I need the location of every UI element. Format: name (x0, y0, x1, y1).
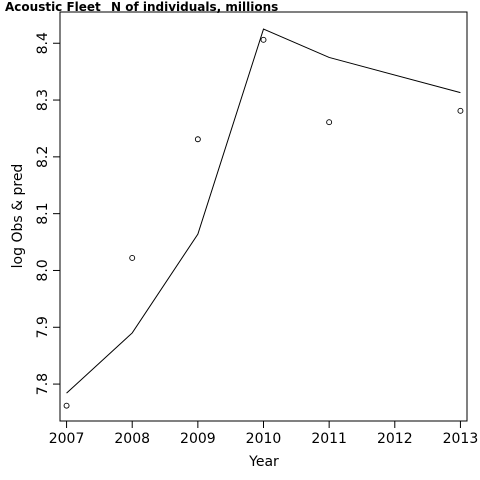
observed-point (326, 119, 333, 126)
data-marks (63, 28, 464, 409)
y-axis-label: log Obs & pred (10, 164, 26, 269)
x-tick-label: 2008 (114, 431, 150, 447)
observed-point (194, 136, 201, 143)
y-tick-label: 8.2 (35, 146, 51, 168)
x-tick-label: 2011 (311, 431, 347, 447)
x-tick-label: 2010 (246, 431, 282, 447)
chart-title: Acoustic Fleet (5, 0, 101, 14)
x-tick-label: 2007 (49, 431, 85, 447)
observed-point (129, 255, 136, 261)
x-tick-label: 2009 (180, 431, 216, 447)
x-axis-label: Year (248, 454, 279, 470)
chart-subtitle: N of individuals, millions (111, 0, 278, 14)
plot-frame (59, 11, 468, 422)
predicted-line (66, 28, 461, 394)
y-tick-label: 8.4 (35, 32, 51, 54)
x-tick-label: 2012 (377, 431, 413, 447)
observed-point (457, 107, 464, 114)
axes: 2007 2008 2009 2010 2011 2012 2013 7.8 7.9 8.0 8.1… (35, 32, 478, 447)
y-tick-label: 8.1 (35, 203, 51, 225)
observed-point (63, 402, 70, 409)
y-tick-label: 7.8 (35, 373, 51, 395)
y-tick-label: 8.3 (35, 89, 51, 111)
x-tick-label: 2013 (443, 431, 479, 447)
y-tick-label: 8.0 (35, 259, 51, 281)
observed-point (260, 36, 267, 43)
y-tick-label: 7.9 (35, 316, 51, 338)
